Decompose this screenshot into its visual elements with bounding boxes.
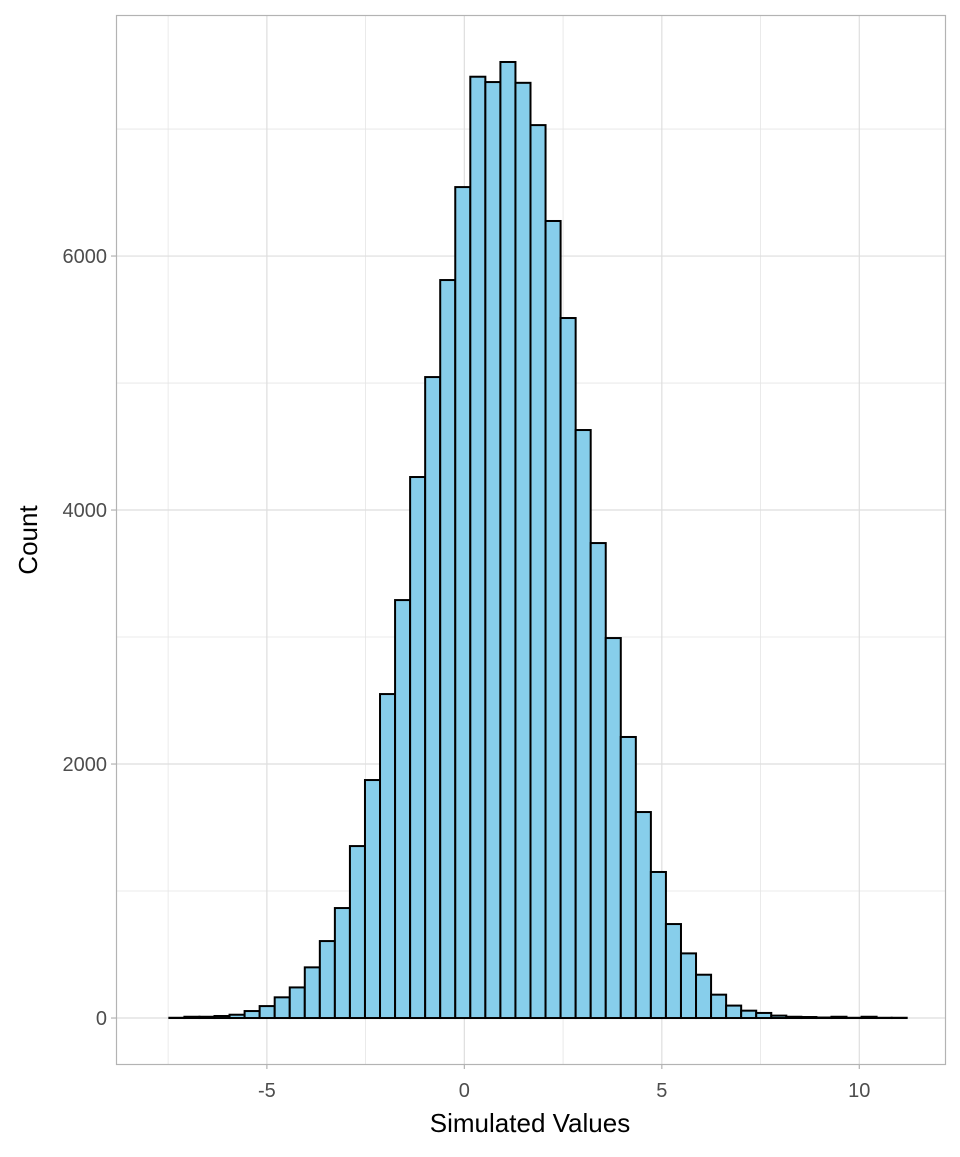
histogram-bar — [395, 600, 410, 1018]
histogram-bar — [681, 953, 696, 1018]
histogram-bar — [275, 997, 290, 1018]
x-tick-label: -5 — [258, 1080, 276, 1102]
y-tick-label: 0 — [96, 1008, 107, 1030]
x-tick-label: 5 — [656, 1080, 667, 1102]
histogram-bar — [816, 1018, 831, 1019]
histogram-bar — [410, 477, 425, 1018]
histogram-bar — [350, 846, 365, 1018]
y-axis-ticks: 0 2000 4000 6000 — [63, 246, 117, 1030]
histogram-bar — [576, 430, 591, 1018]
histogram-bar — [320, 941, 335, 1018]
y-tick-label: 2000 — [63, 754, 108, 776]
histogram-bar — [621, 737, 636, 1018]
histogram-bar — [230, 1015, 245, 1018]
histogram-bar — [245, 1011, 260, 1018]
histogram-bar — [335, 908, 350, 1018]
histogram-bar — [711, 995, 726, 1018]
histogram-bar — [771, 1016, 786, 1018]
y-tick-label: 4000 — [63, 500, 108, 522]
histogram-bar — [666, 924, 681, 1018]
histogram-bar — [531, 125, 546, 1018]
histogram-bar — [801, 1017, 816, 1018]
histogram-bar — [455, 187, 470, 1018]
histogram-bar — [515, 83, 530, 1018]
bars — [169, 62, 906, 1018]
x-tick-label: 0 — [459, 1080, 470, 1102]
histogram-bar — [440, 280, 455, 1018]
histogram-bar — [470, 77, 485, 1018]
histogram-bar — [862, 1017, 877, 1018]
x-axis-ticks: -5 0 5 10 — [258, 1064, 870, 1102]
histogram-bar — [636, 812, 651, 1018]
histogram-bar — [305, 967, 320, 1018]
histogram-bar — [756, 1013, 771, 1018]
histogram-bar — [260, 1006, 275, 1018]
y-tick-label: 6000 — [63, 246, 108, 268]
histogram-bar — [651, 872, 666, 1018]
y-axis-title: Count — [13, 505, 43, 575]
histogram-bar — [786, 1017, 801, 1018]
histogram-bar — [365, 780, 380, 1018]
x-axis-title: Simulated Values — [430, 1108, 630, 1138]
histogram-bar — [591, 543, 606, 1018]
histogram-bar — [606, 638, 621, 1018]
x-tick-label: 10 — [848, 1080, 870, 1102]
histogram-bar — [726, 1006, 741, 1018]
histogram-bar — [696, 975, 711, 1018]
histogram-bar — [184, 1017, 199, 1018]
histogram-bar — [546, 221, 561, 1018]
histogram-bar — [380, 694, 395, 1018]
histogram-bar — [215, 1016, 230, 1018]
histogram-bar — [741, 1011, 756, 1018]
histogram-bar — [199, 1017, 214, 1018]
histogram-bar — [485, 82, 500, 1018]
histogram-bar — [500, 62, 515, 1018]
histogram-bar — [290, 987, 305, 1018]
histogram-bar — [425, 377, 440, 1018]
histogram-bar — [561, 318, 576, 1018]
histogram-bar — [831, 1017, 846, 1018]
